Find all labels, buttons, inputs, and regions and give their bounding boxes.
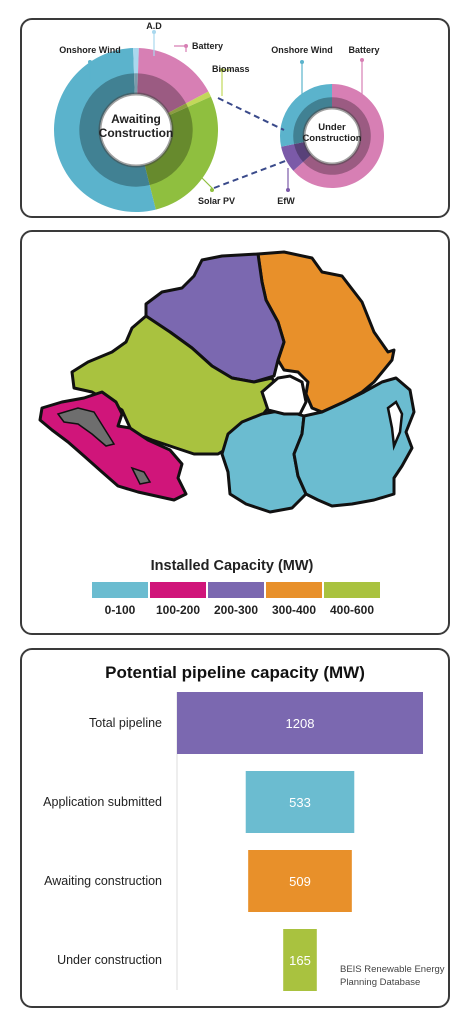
value-label-0: 1208 xyxy=(286,716,315,731)
label-efw: EfW xyxy=(277,196,295,206)
region-west-400-600 xyxy=(70,314,282,456)
donut-shade-ad xyxy=(134,73,138,95)
donut-segment-battery xyxy=(137,48,209,114)
donut-segment-ad xyxy=(133,48,139,95)
awaiting-center-line2: Construction xyxy=(99,126,174,140)
awaiting-center-line1: Awaiting xyxy=(111,112,161,126)
donut-hole xyxy=(302,106,362,166)
category-label-0: Total pipeline xyxy=(89,716,162,730)
lough-erne-lower xyxy=(130,466,152,485)
donut-svg: Awaiting Construction Under Construction… xyxy=(54,21,385,212)
legend-label-300-400: 300-400 xyxy=(272,603,316,617)
legend-label-0-100: 0-100 xyxy=(105,603,136,617)
legend-title: Installed Capacity (MW) xyxy=(151,558,314,574)
legend-label-100-200: 100-200 xyxy=(156,603,200,617)
label-battery-awaiting: Battery xyxy=(192,41,223,51)
category-label-1: Application submitted xyxy=(43,795,162,809)
source-line1: BEIS Renewable Energy xyxy=(340,964,445,975)
donut-segment-onshore-wind xyxy=(280,84,332,147)
donut-shade-biomass xyxy=(167,103,188,116)
map-legend: 0-100 100-200 200-300 300-400 400-600 xyxy=(92,582,380,617)
category-label-2: Awaiting construction xyxy=(44,874,162,888)
legend-swatch-400-600 xyxy=(324,582,380,598)
lough-neagh xyxy=(260,374,308,416)
label-onshore-wind-under: Onshore Wind xyxy=(271,45,332,55)
bar-2 xyxy=(248,850,352,912)
label-ad: A.D xyxy=(146,21,162,31)
under-center-line2: Construction xyxy=(302,133,361,144)
legend-swatch-0-100 xyxy=(92,582,148,598)
donut-segment-onshore-wind xyxy=(54,48,156,212)
category-label-3: Under construction xyxy=(57,953,162,967)
label-biomass: Biomass xyxy=(212,64,250,74)
donut-segment-efw xyxy=(281,141,312,171)
legend-swatch-100-200 xyxy=(150,582,206,598)
legend-label-200-300: 200-300 xyxy=(214,603,258,617)
bars-group: Total pipeline 1208 Application submitted 5… xyxy=(43,692,423,991)
awaiting-construction-donut xyxy=(54,48,218,212)
label-battery-under: Battery xyxy=(348,45,379,55)
technology-donut-panel: Awaiting Construction Under Construction… xyxy=(20,18,450,218)
donut-segment-biomass xyxy=(167,91,211,116)
installed-capacity-map-panel: Installed Capacity (MW) 0-100 100-200 20… xyxy=(20,230,450,635)
value-label-1: 533 xyxy=(289,795,311,810)
donut-shade-onshore-wind xyxy=(79,73,150,187)
pipeline-bar-chart-panel: Potential pipeline capacity (MW) Total p… xyxy=(20,648,450,1008)
donut-hole xyxy=(98,92,174,168)
region-east-0-100 xyxy=(292,376,416,508)
source-line2: Planning Database xyxy=(340,977,420,988)
strangford-lough xyxy=(386,400,404,451)
connector-line-top xyxy=(217,97,285,131)
donut-shade-battery xyxy=(137,73,187,114)
under-center-line1: Under xyxy=(318,122,346,133)
bar-3 xyxy=(283,929,317,991)
chart-title: Potential pipeline capacity (MW) xyxy=(105,663,365,682)
legend-swatch-200-300 xyxy=(208,582,264,598)
legend-label-400-600: 400-600 xyxy=(330,603,374,617)
donut-segment-battery xyxy=(293,84,385,189)
map-svg: Installed Capacity (MW) 0-100 100-200 20… xyxy=(38,250,416,617)
value-label-3: 165 xyxy=(289,953,311,968)
pipeline-bar-chart: Potential pipeline capacity (MW) Total p… xyxy=(43,663,445,991)
under-construction-donut xyxy=(280,84,385,189)
bar-0 xyxy=(177,692,423,754)
connector-line-bottom xyxy=(213,159,289,189)
label-solar-pv: Solar PV xyxy=(198,196,235,206)
lough-erne xyxy=(56,407,116,447)
bar-1 xyxy=(245,771,355,833)
donut-shade-efw xyxy=(294,141,312,162)
label-onshore-wind-awaiting: Onshore Wind xyxy=(59,45,120,55)
legend-swatch-300-400 xyxy=(266,582,322,598)
donut-segment-solar-pv xyxy=(144,96,218,210)
value-label-2: 509 xyxy=(289,874,311,889)
